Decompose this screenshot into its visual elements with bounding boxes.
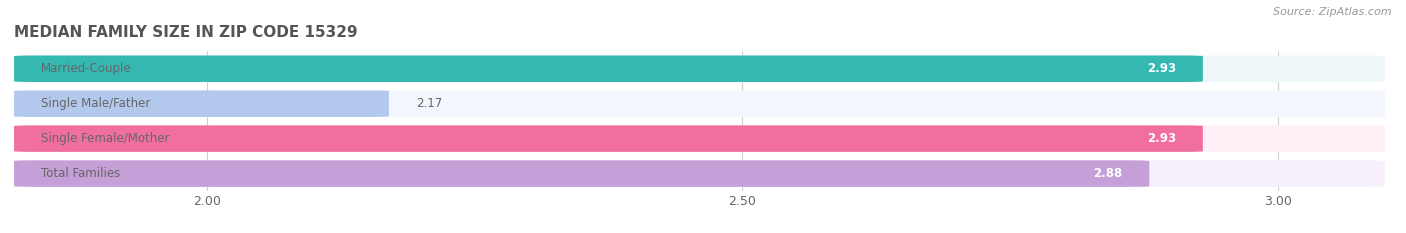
Text: 2.93: 2.93 [1147, 62, 1175, 75]
Text: Single Male/Father: Single Male/Father [41, 97, 150, 110]
FancyBboxPatch shape [14, 125, 1385, 152]
Text: Source: ZipAtlas.com: Source: ZipAtlas.com [1274, 7, 1392, 17]
Text: MEDIAN FAMILY SIZE IN ZIP CODE 15329: MEDIAN FAMILY SIZE IN ZIP CODE 15329 [14, 25, 357, 40]
FancyBboxPatch shape [14, 55, 1385, 82]
Text: 2.93: 2.93 [1147, 132, 1175, 145]
Text: 2.17: 2.17 [416, 97, 441, 110]
FancyBboxPatch shape [14, 160, 1149, 187]
Text: Married-Couple: Married-Couple [41, 62, 131, 75]
FancyBboxPatch shape [14, 160, 1385, 187]
Text: Total Families: Total Families [41, 167, 120, 180]
FancyBboxPatch shape [14, 55, 1204, 82]
Text: Single Female/Mother: Single Female/Mother [41, 132, 169, 145]
FancyBboxPatch shape [14, 90, 1385, 117]
FancyBboxPatch shape [14, 90, 389, 117]
Text: 2.88: 2.88 [1094, 167, 1122, 180]
FancyBboxPatch shape [14, 125, 1204, 152]
